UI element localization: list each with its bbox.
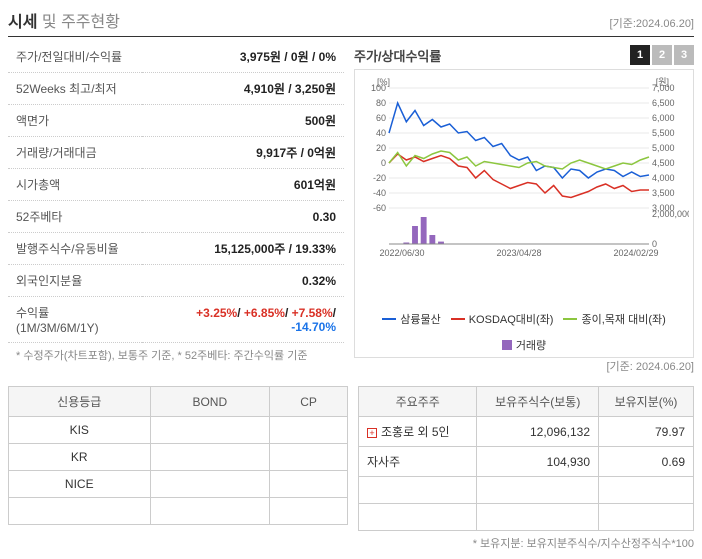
chart-date: [기준: 2024.06.20] [354, 358, 694, 374]
svg-text:2,000,000: 2,000,000 [652, 209, 689, 219]
legend-label: 종이,목재 대비(좌) [581, 311, 665, 327]
rating-header: 신용등급 [9, 387, 151, 417]
shareholder-table: 주요주주보유주식수(보통)보유지분(%) +조홍로 외 5인12,096,132… [358, 386, 694, 531]
info-label: 액면가 [8, 105, 142, 137]
expand-icon[interactable]: + [367, 428, 377, 438]
shareholder-note: * 보유지분: 보유지분주식수/지수산정주식수*100 [358, 535, 694, 551]
tab-1[interactable]: 1 [630, 45, 650, 65]
legend-item: 거래량 [502, 337, 546, 353]
svg-text:-60: -60 [373, 203, 386, 213]
svg-text:6,000: 6,000 [652, 113, 675, 123]
title-conj: 및 [37, 14, 61, 31]
chart-title: 주가/상대수익률 [354, 46, 441, 65]
info-label: 52주베타 [8, 201, 142, 233]
returns-label: 수익률 (1M/3M/6M/1Y) [8, 297, 142, 343]
svg-text:4,500: 4,500 [652, 158, 675, 168]
info-label: 거래량/거래대금 [8, 137, 142, 169]
legend-swatch [563, 318, 577, 320]
legend-swatch [382, 318, 396, 320]
info-value: 0.30 [142, 201, 344, 233]
table-row: NICE [9, 471, 348, 498]
svg-text:2024/02/29: 2024/02/29 [613, 248, 658, 258]
table-row: 자사주104,9300.69 [359, 447, 694, 477]
table-row [9, 498, 348, 525]
returns-values: +3.25%/ +6.85%/ +7.58%/ -14.70% [142, 297, 344, 343]
svg-text:6,500: 6,500 [652, 98, 675, 108]
legend-label: 삼륭물산 [400, 311, 440, 327]
info-value: 9,917주 / 0억원 [142, 137, 344, 169]
legend-swatch [451, 318, 465, 320]
svg-text:2022/06/30: 2022/06/30 [379, 248, 424, 258]
tab-2[interactable]: 2 [652, 45, 672, 65]
info-value: 601억원 [142, 169, 344, 201]
rating-header: BOND [150, 387, 270, 417]
info-label: 52Weeks 최고/최저 [8, 73, 142, 105]
sh-header: 보유주식수(보통) [477, 387, 599, 417]
svg-text:60: 60 [376, 113, 386, 123]
svg-text:-20: -20 [373, 173, 386, 183]
legend-swatch [502, 340, 512, 350]
rating-table: 신용등급BONDCP KISKRNICE [8, 386, 348, 525]
table-row: KIS [9, 417, 348, 444]
svg-text:5,000: 5,000 [652, 143, 675, 153]
info-label: 외국인지분율 [8, 265, 142, 297]
legend-label: 거래량 [516, 337, 546, 353]
legend-item: 삼륭물산 [382, 311, 440, 327]
info-note: * 수정주가(차트포함), 보통주 기준, * 52주베타: 주간수익률 기준 [8, 347, 344, 363]
legend-item: KOSDAQ대비(좌) [451, 311, 554, 327]
svg-text:4,000: 4,000 [652, 173, 675, 183]
svg-text:[원]: [원] [656, 77, 669, 87]
header-date: [기준:2024.06.20] [610, 15, 694, 31]
svg-text:80: 80 [376, 98, 386, 108]
info-table: 주가/전일대비/수익률3,975원 / 0원 / 0%52Weeks 최고/최저… [8, 41, 344, 343]
chart-tabs: 1 2 3 [630, 45, 694, 65]
page-title: 시세 및 주주현황 [8, 8, 120, 32]
info-value: 3,975원 / 0원 / 0% [142, 41, 344, 73]
chart-area: 100806040200-20-40-607,0006,5006,0005,50… [354, 69, 694, 358]
title-main: 시세 [8, 14, 37, 31]
svg-text:-40: -40 [373, 188, 386, 198]
legend-label: KOSDAQ대비(좌) [469, 311, 554, 327]
info-label: 발행주식수/유동비율 [8, 233, 142, 265]
tab-3[interactable]: 3 [674, 45, 694, 65]
rating-header: CP [270, 387, 348, 417]
title-sub: 주주현황 [61, 14, 120, 31]
sh-header: 보유지분(%) [599, 387, 694, 417]
chart-svg: 100806040200-20-40-607,0006,5006,0005,50… [359, 74, 689, 304]
table-row [359, 477, 694, 504]
svg-text:3,500: 3,500 [652, 188, 675, 198]
svg-text:[%]: [%] [377, 77, 390, 87]
info-label: 주가/전일대비/수익률 [8, 41, 142, 73]
info-value: 0.32% [142, 265, 344, 297]
info-label: 시가총액 [8, 169, 142, 201]
svg-text:40: 40 [376, 128, 386, 138]
legend-item: 종이,목재 대비(좌) [563, 311, 665, 327]
info-value: 500원 [142, 105, 344, 137]
table-row: +조홍로 외 5인12,096,13279.97 [359, 417, 694, 447]
info-value: 15,125,000주 / 19.33% [142, 233, 344, 265]
chart-legend: 삼륭물산 KOSDAQ대비(좌) 종이,목재 대비(좌) 거래량 [359, 311, 689, 353]
svg-text:0: 0 [381, 158, 386, 168]
sh-header: 주요주주 [359, 387, 477, 417]
info-value: 4,910원 / 3,250원 [142, 73, 344, 105]
svg-text:2023/04/28: 2023/04/28 [496, 248, 541, 258]
svg-text:20: 20 [376, 143, 386, 153]
table-row: KR [9, 444, 348, 471]
table-row [359, 504, 694, 531]
svg-text:5,500: 5,500 [652, 128, 675, 138]
